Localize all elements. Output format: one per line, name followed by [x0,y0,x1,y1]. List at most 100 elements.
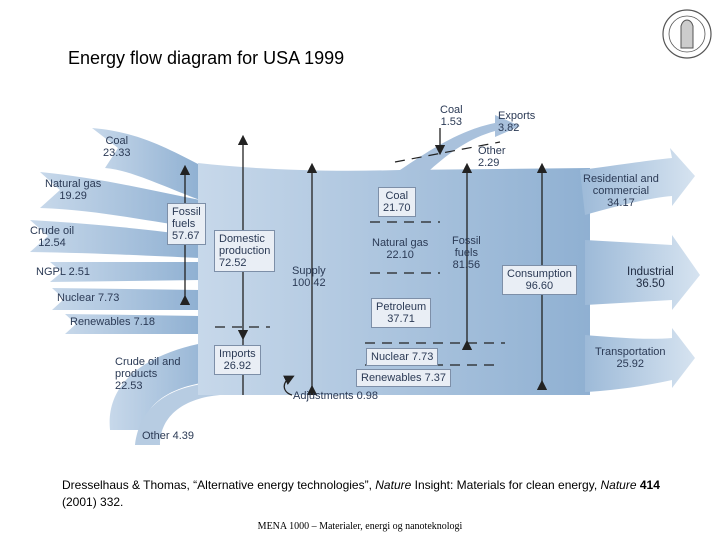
citation-volume: 414 [639,478,660,492]
label-value: 1.53 [440,116,463,128]
flow-residential [580,148,695,215]
flow-label: Crude oil and products 22.53 [115,356,180,392]
label-value: 36.50 [635,278,665,290]
citation-text: Insight: Materials for clean energy, [411,478,601,492]
flow-label: Crude oil 12.54 [30,225,74,249]
label-value: 19.29 [59,190,87,202]
label-text: Consumption [507,268,572,280]
label-value: 37.71 [387,313,415,325]
slide-title: Energy flow diagram for USA 1999 [68,48,345,68]
flow-label: Transportation 25.92 [595,346,666,370]
label-text: production [219,245,271,257]
flow-label: Coal 23.33 [103,135,131,159]
label-text: Transportation [595,346,666,358]
label-text: Other [478,145,506,157]
flow-label: Nuclear 7.73 [57,292,119,304]
label-value: 96.60 [525,280,554,292]
flow-label: Natural gas 22.10 [372,237,428,261]
flow-label: Other 2.29 [478,145,506,169]
label-value: 3.82 [498,122,520,134]
label-text: Domestic [219,233,265,245]
flow-label: Coal 21.70 [378,187,416,217]
label-value: 4.39 [172,430,194,442]
flow-exports [400,115,520,170]
label-value: 72.52 [219,257,247,269]
label-text: Crude oil [30,225,75,237]
label-text: Crude oil and [115,356,181,368]
label-text: Natural gas [372,237,429,249]
arrow [283,375,295,396]
label-value: 7.37 [424,372,447,384]
label-value: 34.17 [607,197,635,209]
flow-industrial [585,235,700,310]
flow-diagram [30,9,712,445]
flow-label: Renewables 7.37 [356,369,452,387]
label-text: Coal [385,190,409,202]
label-value: 7.18 [133,316,156,328]
label-text: Fossil [172,206,201,218]
flow-renewables [65,314,200,334]
flow-label: Other 4.39 [142,430,194,442]
label-value: 2.51 [68,266,91,278]
label-text: Supply [292,265,326,277]
citation-text: (2001) 332. [62,495,124,509]
flow-label: Coal 1.53 [440,104,463,128]
citation-text: Dresselhaus & Thomas, “Alternative energ… [62,478,376,492]
flow-other [135,382,220,445]
label-text: Coal [105,135,129,147]
label-text: products [115,368,158,380]
flow-label: Adjustments 0.98 [293,390,378,402]
label-text: Renewables [70,316,131,328]
label-text: commercial [592,185,650,197]
flow-label: Consumption 96.60 [502,265,577,295]
flow-nuclear [52,288,200,310]
label-value: 23.33 [103,147,131,159]
label-value: 100.42 [292,277,326,289]
label-text: Industrial [627,266,674,278]
label-text: fuels [172,218,196,230]
citation-journal: Nature [375,478,412,492]
label-text: Petroleum [376,301,427,313]
label-text: Residential and [583,173,659,185]
label-value: 21.70 [383,202,411,214]
flow-label: Exports 3.82 [498,110,535,134]
flow-gas [40,172,200,228]
label-value: 22.53 [115,380,143,392]
label-text: Renewables [361,372,422,384]
label-value: 26.92 [223,360,252,372]
flow-label: Residential and commercial 34.17 [583,173,659,209]
label-text: fuels [454,247,478,259]
label-value: 7.73 [411,351,434,363]
label-text: Nuclear [57,292,95,304]
footer: MENA 1000 – Materialer, energi og nanote… [257,521,463,532]
label-value: 22.10 [386,249,414,261]
flow-label: Renewables 7.18 [70,316,155,328]
label-text: NGPL [36,266,66,278]
flow-label: Natural gas 19.29 [45,178,101,202]
flow-ngpl [50,262,200,282]
label-value: 25.92 [616,358,645,370]
label-value: 0.98 [356,390,379,402]
label-text: Coal [440,104,463,116]
flow-label: Imports 26.92 [214,345,261,375]
label-text: Nuclear [371,351,409,363]
flow-label: NGPL 2.51 [36,266,90,278]
flow-label: Domestic production 72.52 [214,230,276,272]
label-value: 12.54 [38,237,66,249]
citation-journal: Nature [600,478,637,492]
label-text: Adjustments [293,390,354,402]
label-text: Fossil [452,235,481,247]
flow-label: Fossil fuels 81.56 [452,235,481,271]
flow-label: Supply 100.42 [292,265,326,289]
flow-label: Industrial 36.50 [627,266,674,290]
label-text: Imports [219,348,256,360]
flow-coal [92,128,200,200]
label-value: 57.67 [172,230,200,242]
flow-imports [109,340,220,430]
label-value: 81.56 [452,259,481,271]
label-value: 2.29 [478,157,500,169]
flow-crude [30,220,200,258]
label-text: Natural gas [45,178,102,190]
flow-transportation [585,328,695,392]
